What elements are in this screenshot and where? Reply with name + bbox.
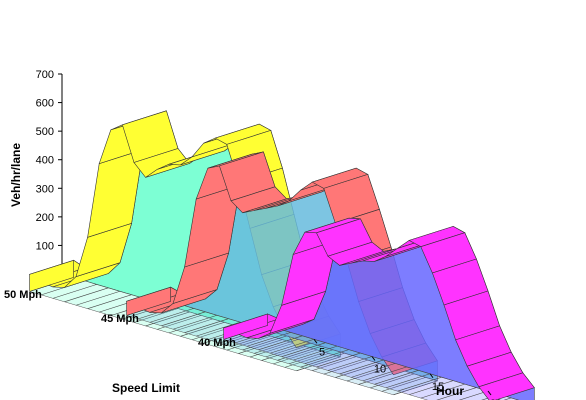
x-tick-mark [487,390,492,396]
speed-limit-labels: 50 Mph 45 Mph 40 Mph [4,289,236,349]
series-point-23 [478,372,535,400]
floor-hatch [393,380,438,396]
floor-hatch [161,311,206,327]
x-tick-label: 10 [374,364,386,376]
series-end-cap [29,259,74,292]
floor-hatch [370,373,415,389]
x-tick-label: 5 [319,346,325,358]
floor-hatch [339,359,384,375]
floor-hatch [316,352,361,368]
floor-hatch [293,345,338,361]
floor-hatch [458,390,489,400]
x-axis-ticks: 5 10 15 20 [313,338,502,400]
floor-hatch [265,342,310,358]
y-axis-title: Speed Limit [112,381,180,395]
floor-hatch [254,339,299,354]
floor-hatch [149,308,194,323]
z-tick-label: 600 [36,98,54,110]
x-tick-label: 15 [432,381,444,393]
floor-hatch [312,356,357,371]
floor-hatch [145,311,190,327]
series-end-cap [223,313,268,340]
floor-hatch [269,338,315,354]
floor-hatch [385,373,431,389]
x-tick-mark [313,338,318,344]
series-end-cap [126,286,171,316]
speed-limit-tick-label: 45 Mph [101,313,139,325]
z-tick-label: 500 [36,126,54,138]
floor-hatch [242,335,287,351]
floor-hatch [281,342,326,357]
floor-hatch [327,356,373,371]
z-tick-label: 100 [36,240,54,252]
floor-hatch [64,287,109,303]
z-tick-label: 700 [36,69,54,81]
floor-hatch [374,370,419,385]
floor-hatch [323,359,368,375]
floor-hatch [226,335,271,351]
z-axis-title: Veh/hr/lane [9,143,23,207]
x-tick-mark [429,373,434,379]
floor-hatch [261,346,306,361]
floor-hatch [249,342,295,358]
z-tick-label: 200 [36,212,54,224]
floor-hatch [420,383,465,399]
floor-hatch [335,363,380,378]
floor-hatch [296,356,341,372]
floor-hatch [346,366,392,382]
series-ribbon-3 [222,217,535,400]
floor-hatch [351,363,396,378]
floor-hatch [87,294,132,309]
floor-hatch [75,290,121,306]
floor-hatch [168,318,213,334]
floor-hatch [273,349,318,365]
floor-hatch [157,315,202,330]
floor-hatch [397,376,442,392]
floor-hatch [184,318,229,333]
x-tick-label: 20 [490,398,502,400]
speed-limit-tick-label: 50 Mph [4,289,42,301]
floor-hatch [284,353,329,368]
floor-hatch [304,349,349,364]
floor-hatch [277,346,322,361]
ribbon-series-group [28,110,535,400]
speed-limit-tick-label: 40 Mph [198,337,236,349]
floor-hatch [180,322,225,337]
floor-hatch [409,380,454,395]
z-tick-label: 300 [36,183,54,195]
floor-hatch [300,352,345,368]
floor-hatch [238,339,283,354]
floor-hatch [436,387,477,400]
floor-hatch [133,308,179,323]
floor-hatch [381,377,426,392]
floor-hatch [258,335,303,351]
floor-hatch [246,332,291,347]
floor-hatch [172,314,218,330]
series-ribbon-2 [125,151,439,396]
z-tick-label: 400 [36,155,54,167]
x-tick-mark [371,356,376,361]
x-axis-title: Hour [436,384,464,398]
floor-hatch [362,366,407,382]
z-axis: 0100200300400500600700 [36,69,63,281]
floor-hatch [288,349,334,365]
floor-hatch [196,321,241,337]
floor-hatch [52,284,97,299]
